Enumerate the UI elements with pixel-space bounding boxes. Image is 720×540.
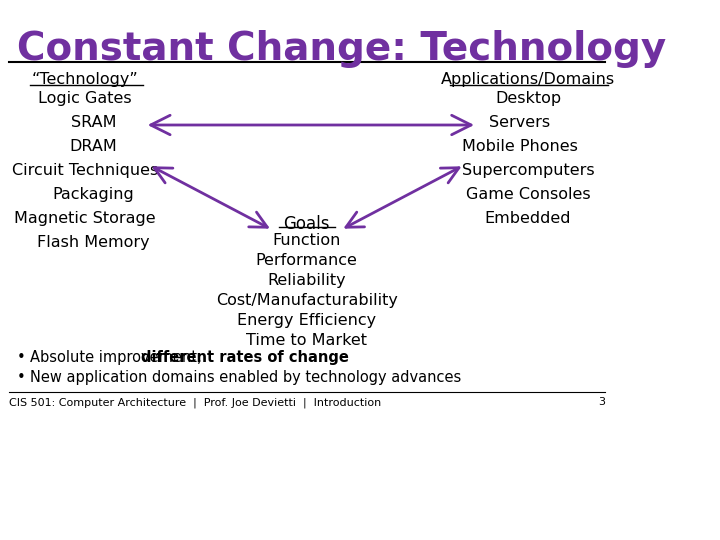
Text: •: • (17, 370, 26, 385)
Text: Supercomputers: Supercomputers (462, 163, 595, 178)
Text: Applications/Domains: Applications/Domains (441, 72, 615, 87)
Text: Energy Efficiency: Energy Efficiency (237, 313, 376, 328)
Text: “Technology”: “Technology” (32, 72, 138, 87)
Text: Packaging: Packaging (53, 187, 135, 202)
Text: CIS 501: Computer Architecture  |  Prof. Joe Devietti  |  Introduction: CIS 501: Computer Architecture | Prof. J… (9, 397, 381, 408)
Text: Performance: Performance (256, 253, 358, 268)
Text: different rates of change: different rates of change (140, 350, 348, 365)
Text: Mobile Phones: Mobile Phones (462, 139, 577, 154)
Text: Desktop: Desktop (495, 91, 561, 106)
Text: New application domains enabled by technology advances: New application domains enabled by techn… (30, 370, 461, 385)
Text: Magnetic Storage: Magnetic Storage (14, 211, 156, 226)
Text: Constant Change: Technology: Constant Change: Technology (17, 30, 666, 68)
Text: Embedded: Embedded (485, 211, 572, 226)
Text: Servers: Servers (489, 115, 550, 130)
Text: DRAM: DRAM (70, 139, 117, 154)
Text: Game Consoles: Game Consoles (466, 187, 590, 202)
Text: Logic Gates: Logic Gates (38, 91, 132, 106)
Text: Absolute improvement,: Absolute improvement, (30, 350, 206, 365)
Text: Circuit Techniques: Circuit Techniques (12, 163, 158, 178)
Text: Flash Memory: Flash Memory (37, 235, 150, 250)
Text: Cost/Manufacturability: Cost/Manufacturability (216, 293, 397, 308)
Text: Function: Function (272, 233, 341, 248)
Text: Time to Market: Time to Market (246, 333, 367, 348)
Text: Reliability: Reliability (267, 273, 346, 288)
Text: Goals: Goals (284, 215, 330, 233)
Text: SRAM: SRAM (71, 115, 117, 130)
Text: 3: 3 (598, 397, 605, 407)
Text: •: • (17, 350, 26, 365)
